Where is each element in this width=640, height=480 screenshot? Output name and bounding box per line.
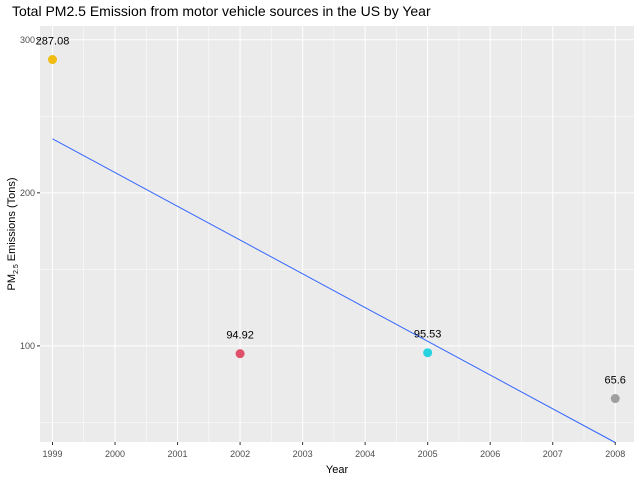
y-axis-title-main: PM (6, 274, 18, 291)
x-tick-label: 2007 (543, 449, 563, 459)
x-tick-label: 2002 (230, 449, 250, 459)
y-tick-label: 300 (20, 35, 35, 45)
x-tick-label: 2008 (605, 449, 625, 459)
y-tick-label: 100 (20, 341, 35, 351)
x-tick-label: 2000 (105, 449, 125, 459)
y-axis-title: PM2.5 Emissions (Tons) (6, 177, 20, 290)
data-labels: 287.08 94.92 95.53 65.6 (36, 36, 626, 387)
major-grid (40, 26, 634, 442)
data-points (48, 55, 620, 404)
minor-grid (40, 26, 634, 442)
y-axis-ticks: 100 200 300 (20, 35, 40, 351)
data-point (610, 394, 620, 404)
y-tick-label: 200 (20, 188, 35, 198)
data-label: 95.53 (414, 329, 442, 341)
data-point (48, 55, 58, 65)
trend-line (52, 138, 616, 443)
data-point (235, 349, 245, 359)
plot-panel (40, 26, 634, 442)
x-tick-label: 2005 (418, 449, 438, 459)
x-tick-label: 2006 (480, 449, 500, 459)
data-label: 287.08 (36, 36, 70, 48)
x-axis-ticks: 1999 2000 2001 2002 2003 2004 2005 2006 2007 2008 (42, 442, 625, 459)
x-tick-label: 2001 (168, 449, 188, 459)
x-tick-label: 2003 (293, 449, 313, 459)
y-axis-title-rest: Emissions (Tons) (6, 177, 18, 264)
x-tick-label: 1999 (42, 449, 62, 459)
data-label: 94.92 (226, 330, 254, 342)
x-tick-label: 2004 (355, 449, 375, 459)
y-axis-title-subscript: 2.5 (13, 264, 20, 274)
x-axis-title: Year (326, 464, 349, 476)
data-point (423, 348, 433, 358)
chart-title: Total PM2.5 Emission from motor vehicle … (12, 3, 431, 19)
data-label: 65.6 (605, 375, 626, 387)
